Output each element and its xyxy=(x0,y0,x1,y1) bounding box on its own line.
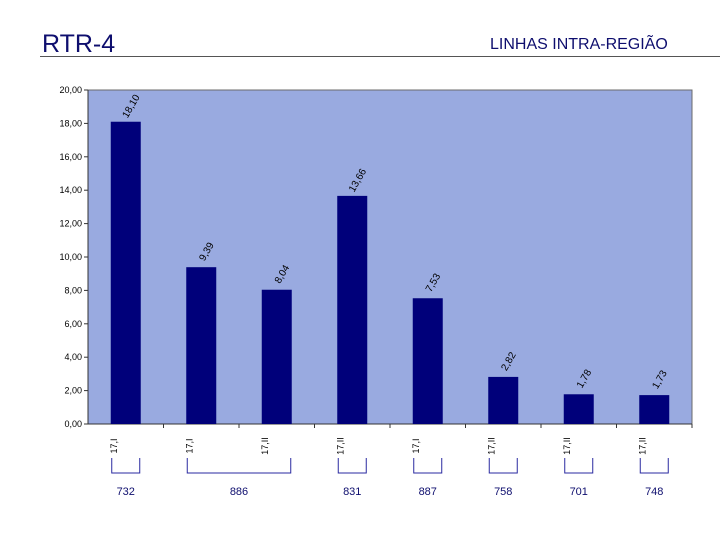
y-tick-label: 10,00 xyxy=(59,252,82,262)
group-label: 887 xyxy=(419,486,437,498)
group-bracket xyxy=(413,458,443,474)
title-underline xyxy=(40,56,720,57)
group-label: 886 xyxy=(230,486,248,498)
bar xyxy=(261,289,292,424)
x-tick-label: 17,I xyxy=(109,438,119,453)
y-tick-label: 12,00 xyxy=(59,219,82,229)
group-label: 732 xyxy=(117,486,135,498)
group-label: 748 xyxy=(645,486,663,498)
bar xyxy=(488,376,519,424)
bar xyxy=(639,395,670,424)
plot-area xyxy=(87,89,693,425)
group-label: 758 xyxy=(494,486,512,498)
bar xyxy=(110,121,141,424)
group-label: 831 xyxy=(343,486,361,498)
group-bracket xyxy=(337,458,367,474)
y-tick-label: 0,00 xyxy=(64,419,82,429)
bar xyxy=(563,394,594,424)
group-bracket xyxy=(111,458,141,474)
page-title: RTR-4 xyxy=(42,30,116,58)
section-title: LINHAS INTRA-REGIÃO xyxy=(490,36,668,53)
bar xyxy=(412,298,443,424)
x-tick-label: 17,I xyxy=(411,438,421,453)
x-tick-label: 17,II xyxy=(260,437,270,455)
y-tick-label: 16,00 xyxy=(59,152,82,162)
x-tick-label: 17,II xyxy=(562,437,572,455)
bar xyxy=(186,267,217,424)
x-tick-label: 17,I xyxy=(184,438,194,453)
y-tick-label: 2,00 xyxy=(64,386,82,396)
y-tick-label: 20,00 xyxy=(59,85,82,95)
y-tick-label: 6,00 xyxy=(64,319,82,329)
y-tick-label: 8,00 xyxy=(64,285,82,295)
x-tick-label: 17,II xyxy=(486,437,496,455)
y-tick-label: 18,00 xyxy=(59,118,82,128)
group-bracket xyxy=(639,458,669,474)
group-label: 701 xyxy=(570,486,588,498)
bar xyxy=(337,195,368,424)
x-tick-label: 17,II xyxy=(335,437,345,455)
group-bracket xyxy=(488,458,518,474)
y-tick-label: 4,00 xyxy=(64,352,82,362)
group-bracket xyxy=(186,458,292,474)
group-bracket xyxy=(564,458,594,474)
x-tick-label: 17,II xyxy=(637,437,647,455)
y-tick-label: 14,00 xyxy=(59,185,82,195)
